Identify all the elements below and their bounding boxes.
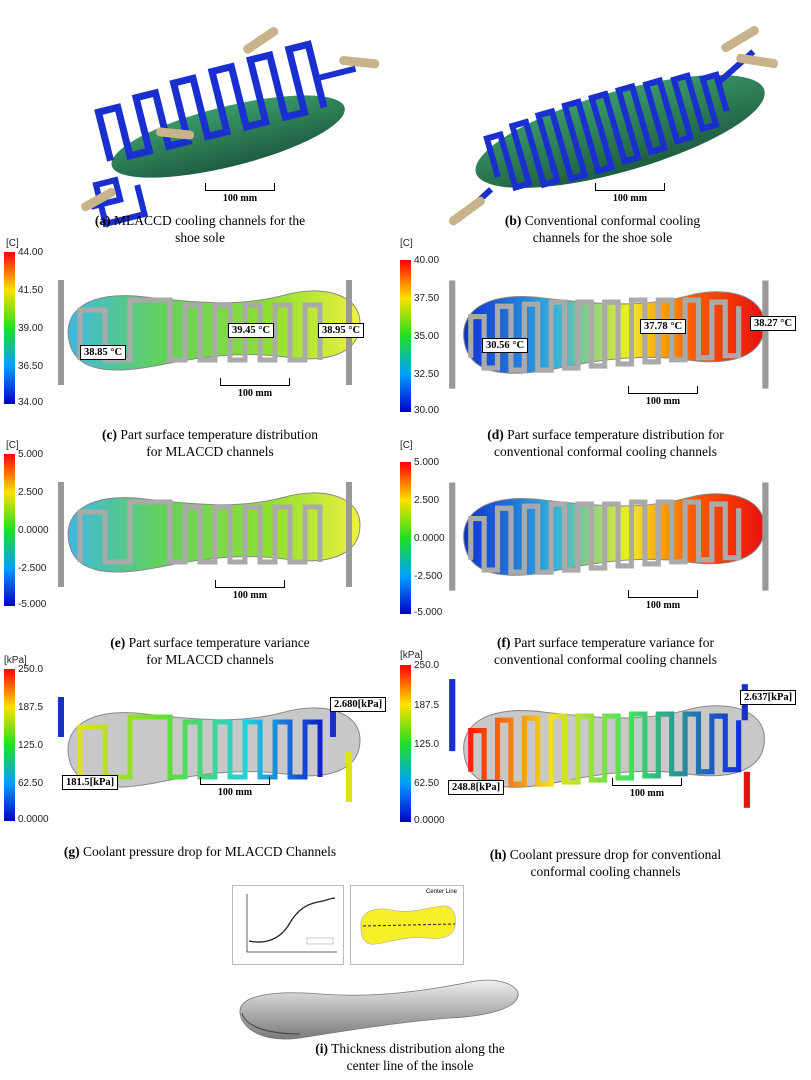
panel-i-caption: (i) Thickness distribution along the cent… — [315, 1041, 505, 1073]
panel-g: [kPa] 250.0 187.5 125.0 62.50 0.0000 2.6… — [0, 655, 400, 865]
colorbar-unit: [C] — [400, 238, 413, 249]
thickness-curve — [246, 894, 337, 953]
colorbar: 250.0 187.5 125.0 62.50 0.0000 — [400, 660, 445, 826]
colorbar-unit: [C] — [6, 238, 19, 249]
colorbar-unit: [C] — [400, 440, 413, 451]
panel-h: [kPa] 250.0 187.5 125.0 62.50 0.0000 2.6… — [400, 650, 811, 882]
panel-b-scale-bar: 100 mm — [595, 183, 665, 204]
panel-e: [C] 5.000 2.500 0.0000 -2.500 -5.000 100… — [0, 440, 400, 667]
panel-f-contour — [449, 482, 769, 591]
panel-g-pressure — [58, 697, 361, 802]
panel-a-caption: (a) MLACCD cooling channels for the shoe … — [94, 213, 306, 245]
colorbar-unit: [kPa] — [400, 650, 423, 661]
panel-a: 100 mm (a) MLACCD cooling channels for t… — [20, 0, 380, 248]
colorbar: 5.000 2.500 0.0000 -2.500 -5.000 — [4, 449, 49, 610]
pressure-label: 181.5[kPa] — [62, 775, 119, 790]
panel-a-scale-bar: 100 mm — [205, 183, 275, 204]
panel-d-caption: (d) Part surface temperature distributio… — [487, 427, 724, 459]
panel-f: [C] 5.000 2.500 0.0000 -2.500 -5.000 100… — [400, 440, 811, 667]
panel-h-caption: (h) Coolant pressure drop for convention… — [489, 847, 722, 879]
scale-bar: 100 mm — [220, 378, 290, 399]
insole-3d-model — [239, 979, 519, 1040]
colorbar: 40.00 37.50 35.00 32.50 30.00 — [400, 255, 439, 416]
colorbar: 5.000 2.500 0.0000 -2.500 -5.000 — [400, 457, 445, 618]
thickness-plot — [232, 885, 344, 965]
temp-label: 38.27 °C — [750, 316, 797, 331]
scale-bar: 100 mm — [215, 580, 285, 601]
panel-b-caption: (b) Conventional conformal cooling channe… — [504, 213, 701, 245]
panel-e-caption: (e) Part surface temperature variance for… — [110, 635, 310, 667]
temp-label: 39.45 °C — [228, 323, 275, 338]
temp-label: 37.78 °C — [640, 319, 687, 334]
panel-i: Center Line (i) Thickness distribution a… — [200, 880, 620, 1080]
panel-d: [C] 40.00 37.50 35.00 32.50 30.00 30.56 … — [400, 238, 811, 460]
scale-bar: 100 mm — [200, 777, 270, 798]
pressure-label: 2.637[kPa] — [740, 690, 797, 705]
colorbar: 44.00 41.50 39.00 36.50 34.00 — [4, 247, 43, 408]
panel-e-contour — [58, 482, 361, 587]
scale-bar: 100 mm — [612, 778, 682, 799]
panel-a-3d-model — [81, 26, 380, 228]
center-line-legend: Center Line — [425, 889, 457, 895]
panel-d-contour — [449, 280, 769, 389]
colorbar-unit: [C] — [6, 440, 19, 451]
scale-bar: 100 mm — [628, 590, 698, 611]
temp-label: 30.56 °C — [482, 338, 529, 353]
colorbar: 250.0 187.5 125.0 62.50 0.0000 — [4, 664, 49, 825]
insole-top-view — [360, 905, 456, 945]
panel-f-caption: (f) Part surface temperature variance fo… — [493, 635, 718, 667]
temp-label: 38.85 °C — [80, 345, 127, 360]
panel-b-3d-model — [448, 25, 778, 226]
panel-c: [C] 44.00 41.50 39.00 36.50 34.00 38.85 … — [0, 238, 400, 460]
colorbar-unit: [kPa] — [4, 655, 27, 666]
panel-b: 100 mm (b) Conventional conformal coolin… — [405, 0, 800, 248]
pressure-label: 2.680[kPa] — [330, 697, 387, 712]
panel-g-caption: (g) Coolant pressure drop for MLACCD Cha… — [63, 844, 337, 859]
temp-label: 38.95 °C — [318, 323, 365, 338]
panel-c-caption: (c) Part surface temperature distributio… — [102, 427, 318, 459]
scale-bar: 100 mm — [628, 386, 698, 407]
pressure-label: 248.8[kPa] — [448, 780, 505, 795]
center-line-plot: Center Line — [350, 885, 464, 965]
